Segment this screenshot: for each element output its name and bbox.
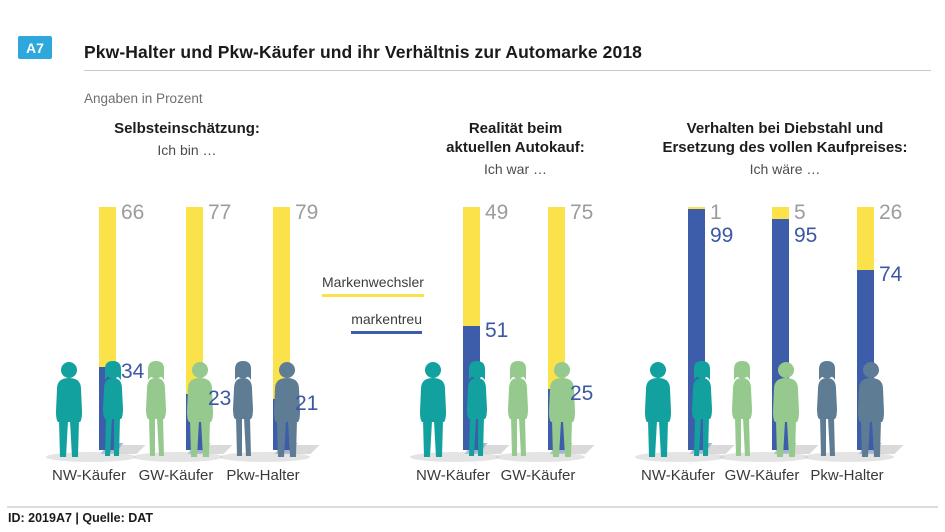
legend-item-markentreu: markentreu: [351, 311, 422, 334]
value-label-markentreu: 51: [485, 319, 509, 342]
group-subheading: Ich war …: [483, 161, 547, 177]
group-header: Realität beim aktuellen Autokauf: Ich war …: [428, 119, 603, 177]
people-pair-icon: [492, 359, 588, 463]
header-divider: [84, 70, 931, 71]
bar-segment-markenwechsler: [688, 207, 705, 209]
figure-id-badge: A7: [18, 36, 52, 59]
group-header: Verhalten bei Diebstahl und Ersetzung des…: [649, 119, 921, 177]
category-label: Pkw-Halter: [810, 467, 884, 484]
legend-row: markentreu: [322, 311, 422, 334]
people-pair-glyph: [804, 361, 894, 462]
units-note: Angaben in Prozent: [84, 91, 203, 106]
bar-segment-markenwechsler: [99, 207, 116, 367]
bar-segment-markenwechsler: [273, 207, 290, 399]
category-label: NW-Käufer: [641, 467, 715, 484]
bar-segment-markenwechsler: [857, 207, 874, 270]
people-pair-glyph: [410, 361, 500, 462]
category-label: GW-Käufer: [138, 467, 214, 484]
group-header: Selbsteinschätzung: Ich bin …: [37, 119, 337, 158]
people-pair-glyph: [133, 361, 223, 462]
value-label-markenwechsler: 49: [485, 201, 509, 224]
category-label: GW-Käufer: [500, 467, 576, 484]
value-label-markenwechsler: 79: [295, 201, 319, 224]
bar-segment-markenwechsler: [548, 207, 565, 389]
value-label-markentreu: 99: [710, 224, 734, 247]
value-label-markentreu: 21: [295, 392, 319, 415]
value-label-markentreu: 34: [121, 360, 145, 383]
people-pair-glyph: [635, 361, 725, 462]
value-label-markentreu: 95: [794, 224, 818, 247]
group-heading: Selbsteinschätzung:: [114, 120, 260, 137]
people-pair-glyph: [719, 361, 809, 462]
group-subheading: Ich wäre …: [749, 161, 821, 177]
bar-segment-markenwechsler: [186, 207, 203, 394]
people-pair-icon: [43, 359, 139, 463]
category-label: Pkw-Halter: [226, 467, 300, 484]
page-title: Pkw-Halter und Pkw-Käufer und ihr Verhäl…: [84, 42, 643, 62]
value-label-markenwechsler: 26: [879, 201, 903, 224]
group-subheading: Ich bin …: [157, 142, 217, 158]
value-label-markentreu: 23: [208, 387, 232, 410]
value-label-markentreu: 25: [570, 382, 594, 405]
bar-segment-markenwechsler: [463, 207, 480, 326]
people-pair-icon: [632, 359, 728, 463]
people-pair-icon: [130, 359, 226, 463]
value-label-markentreu: 74: [879, 263, 903, 286]
value-label-markenwechsler: 75: [570, 201, 594, 224]
source-note: ID: 2019A7 | Quelle: DAT: [8, 511, 153, 525]
people-pair-glyph: [495, 361, 585, 462]
people-pair-glyph: [220, 361, 310, 462]
legend-item-markenwechsler: Markenwechsler: [322, 274, 424, 297]
category-label: NW-Käufer: [52, 467, 126, 484]
category-label: GW-Käufer: [724, 467, 800, 484]
people-pair-icon: [217, 359, 313, 463]
people-pair-icon: [716, 359, 812, 463]
group-heading: Realität beim aktuellen Autokauf:: [446, 120, 585, 156]
group-heading: Verhalten bei Diebstahl und Ersetzung des…: [662, 120, 908, 156]
people-pair-glyph: [46, 361, 136, 462]
value-label-markenwechsler: 1: [710, 201, 722, 224]
bar-segment-markenwechsler: [772, 207, 789, 219]
people-pair-icon: [407, 359, 503, 463]
legend-row: Markenwechsler: [322, 274, 424, 297]
category-label: NW-Käufer: [416, 467, 490, 484]
legend: Markenwechsler markentreu: [322, 274, 424, 348]
footer-divider: [7, 506, 938, 508]
people-pair-icon: [801, 359, 897, 463]
value-label-markenwechsler: 66: [121, 201, 145, 224]
value-label-markenwechsler: 77: [208, 201, 232, 224]
value-label-markenwechsler: 5: [794, 201, 806, 224]
